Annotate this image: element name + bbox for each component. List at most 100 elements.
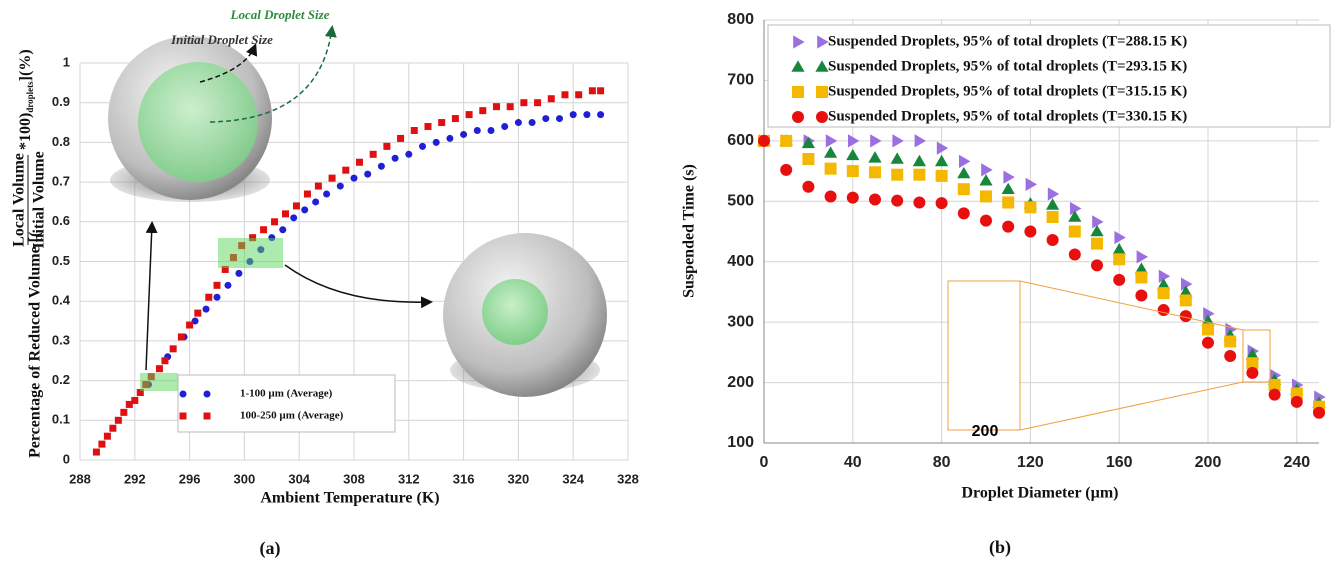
legend-box xyxy=(178,375,395,432)
point xyxy=(392,155,399,162)
y-tick-label: 700 xyxy=(727,72,754,89)
y-axis-title: Initial Volume xyxy=(31,151,48,248)
point xyxy=(515,119,522,126)
point xyxy=(337,183,344,190)
point xyxy=(301,206,308,213)
x-tick-label: 328 xyxy=(617,471,639,486)
x-axis-title: Droplet Diameter (µm) xyxy=(961,485,1118,502)
legend-label: Suspended Droplets, 95% of total droplet… xyxy=(828,108,1187,124)
point xyxy=(1114,231,1125,244)
point xyxy=(351,175,358,182)
point xyxy=(342,167,349,174)
point xyxy=(1024,226,1036,238)
point xyxy=(1024,201,1036,213)
zoom-line xyxy=(1020,281,1243,330)
point xyxy=(1002,221,1014,233)
legend-marker xyxy=(816,111,828,123)
legend-marker xyxy=(204,413,211,420)
point xyxy=(869,166,881,178)
point xyxy=(848,134,859,147)
caption: (a) xyxy=(260,538,281,559)
x-tick-label: 40 xyxy=(844,454,862,471)
point xyxy=(304,191,311,198)
point xyxy=(131,397,138,404)
inset-label: 200 xyxy=(972,423,999,440)
point xyxy=(780,135,792,147)
point xyxy=(869,193,881,205)
x-tick-label: 320 xyxy=(508,471,530,486)
point xyxy=(370,151,377,158)
y-tick-label: 0.4 xyxy=(52,293,71,308)
point xyxy=(203,306,210,313)
point xyxy=(474,127,481,134)
point xyxy=(1113,243,1126,254)
point xyxy=(397,135,404,142)
x-tick-label: 292 xyxy=(124,471,146,486)
y-tick-label: 0.1 xyxy=(52,412,70,427)
y-axis-title-part: ](%) xyxy=(17,49,34,81)
point xyxy=(1003,171,1014,184)
point xyxy=(460,131,467,138)
legend-marker xyxy=(180,391,187,398)
y-tick-label: 0.6 xyxy=(52,213,70,228)
point xyxy=(826,134,837,147)
point xyxy=(913,169,925,181)
y-tick-label: 0.9 xyxy=(52,94,70,109)
point xyxy=(870,134,881,147)
point xyxy=(1047,211,1059,223)
point xyxy=(411,127,418,134)
figure: 00.10.20.30.40.50.60.70.80.9128829229630… xyxy=(0,0,1342,566)
point xyxy=(156,365,163,372)
point xyxy=(293,202,300,209)
legend-label: 1-100 µm (Average) xyxy=(240,388,333,400)
point xyxy=(194,310,201,317)
point xyxy=(178,333,185,340)
point xyxy=(561,91,568,98)
point xyxy=(936,170,948,182)
point xyxy=(452,115,459,122)
point xyxy=(170,345,177,352)
point xyxy=(329,175,336,182)
point xyxy=(479,107,486,114)
highlight xyxy=(140,373,178,391)
point xyxy=(1135,271,1147,283)
point xyxy=(235,270,242,277)
point xyxy=(214,282,221,289)
point xyxy=(1269,389,1281,401)
point xyxy=(937,142,948,155)
point xyxy=(802,181,814,193)
point xyxy=(1002,183,1015,194)
point xyxy=(891,195,903,207)
point xyxy=(1113,253,1125,265)
point xyxy=(290,214,297,221)
point xyxy=(847,165,859,177)
point xyxy=(892,134,903,147)
y-tick-label: 300 xyxy=(727,313,754,330)
y-tick-label: 500 xyxy=(727,193,754,210)
point xyxy=(958,183,970,195)
point xyxy=(1158,304,1170,316)
point xyxy=(501,123,508,130)
annotation: Initial Droplet Size xyxy=(170,32,273,47)
point xyxy=(507,103,514,110)
point xyxy=(323,191,330,198)
x-axis-title: Ambient Temperature (K) xyxy=(260,490,439,507)
point xyxy=(597,87,604,94)
point xyxy=(104,433,111,440)
point xyxy=(913,196,925,208)
point xyxy=(847,192,859,204)
point xyxy=(1048,187,1059,200)
point xyxy=(312,198,319,205)
legend-marker xyxy=(792,86,804,98)
point xyxy=(981,163,992,176)
point xyxy=(315,183,322,190)
point xyxy=(1069,226,1081,238)
point xyxy=(205,294,212,301)
inset: 200 xyxy=(948,281,1270,440)
y-axis-title: Suspended Time (s) xyxy=(681,164,698,298)
x-tick-label: 240 xyxy=(1283,454,1310,471)
point xyxy=(279,226,286,233)
point xyxy=(1069,248,1081,260)
point xyxy=(282,210,289,217)
y-axis-title: Local Volume xyxy=(11,153,28,247)
